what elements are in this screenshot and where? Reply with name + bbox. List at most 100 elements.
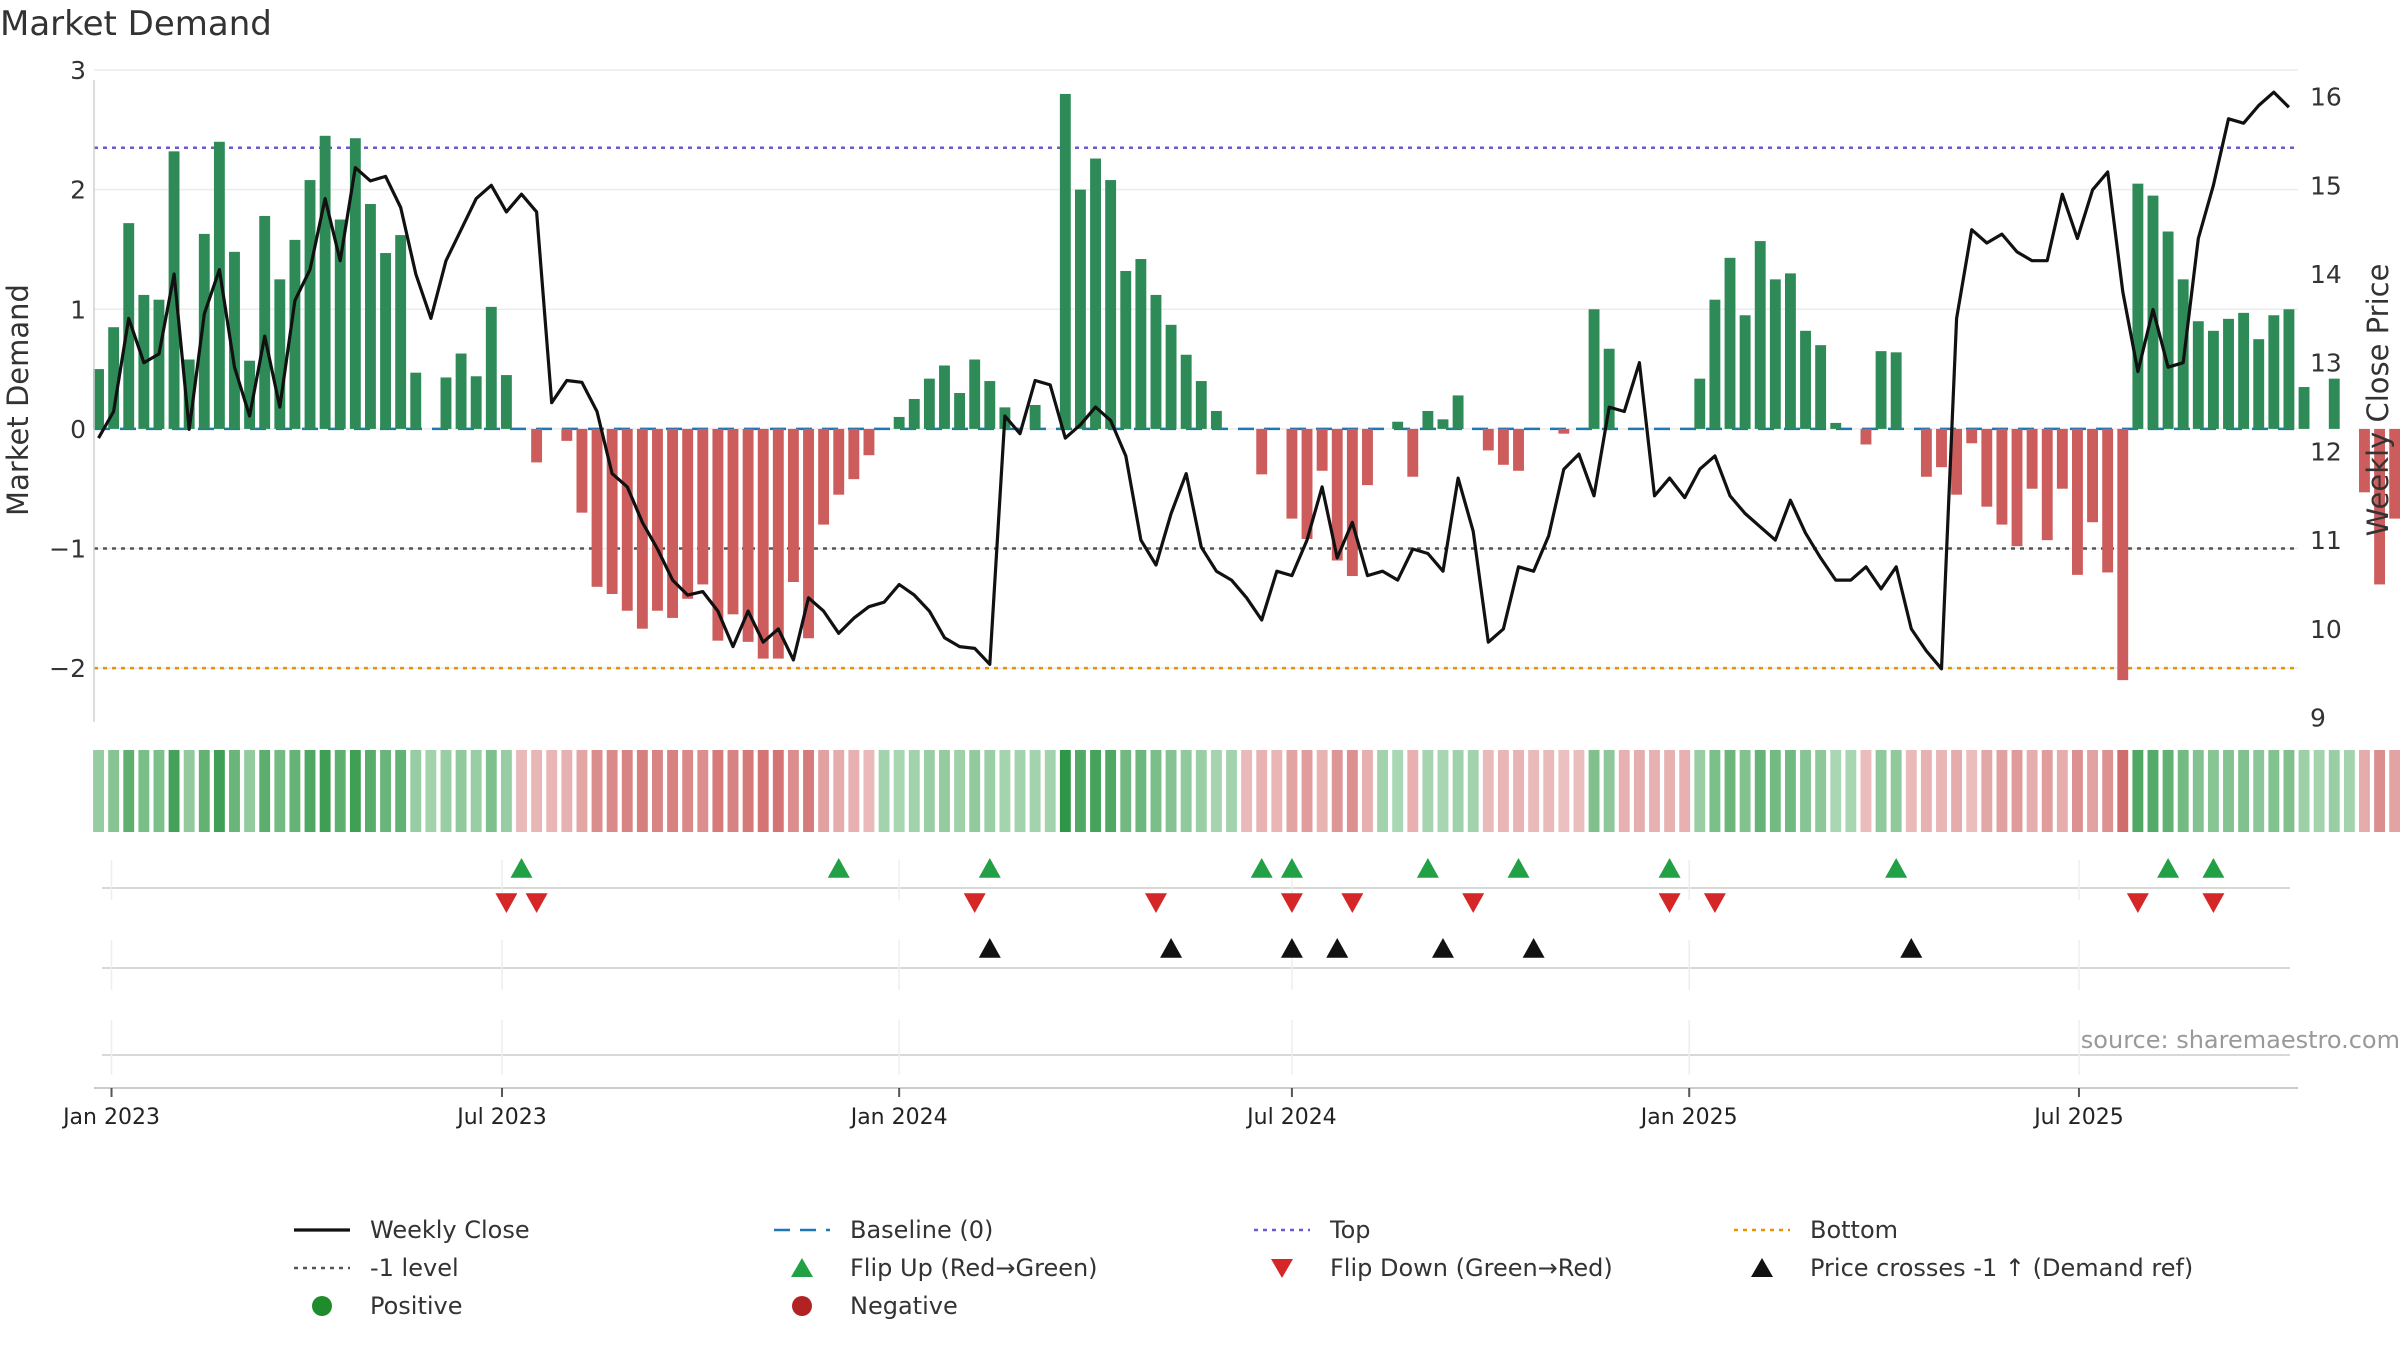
demand-bar	[712, 428, 724, 641]
x-tick-label: Jul 2025	[2032, 1105, 2124, 1130]
price-cross-marker	[1280, 938, 1303, 958]
price-cross-marker	[1160, 938, 1183, 958]
strip-cell	[1195, 750, 1207, 832]
strip-cell	[1331, 750, 1343, 832]
flip-down-marker	[1144, 893, 1167, 913]
strip-cell	[1709, 750, 1721, 832]
strip-cell	[2253, 750, 2265, 832]
strip-cell	[1105, 750, 1117, 832]
demand-bar	[455, 353, 467, 429]
demand-bar	[1709, 299, 1721, 429]
strip-cell	[1754, 750, 1766, 832]
demand-bar	[1074, 189, 1086, 429]
strip-cell	[380, 750, 391, 832]
strip-cell	[1528, 750, 1540, 832]
legend-item: Bottom	[1730, 1212, 1898, 1248]
strip-cell	[1633, 750, 1645, 832]
y2-tick-label: 16	[2310, 83, 2342, 112]
legend-triangle-swatch	[1751, 1258, 1773, 1277]
demand-bar	[1694, 378, 1706, 429]
flip-down-marker	[2202, 893, 2225, 913]
demand-bar	[153, 299, 165, 429]
strip-cell	[1014, 750, 1026, 832]
strip-cell	[697, 750, 709, 832]
flip-up-marker	[1416, 858, 1439, 878]
strip-cell	[1090, 750, 1101, 832]
demand-bar	[1150, 294, 1162, 429]
legend-item: Top	[1250, 1212, 1371, 1248]
y2-tick-label: 12	[2310, 437, 2342, 466]
strip-cell	[2374, 750, 2386, 832]
strip-cell	[2328, 750, 2340, 832]
demand-bar	[1996, 428, 2008, 525]
demand-bar	[213, 141, 225, 429]
flip-down-marker	[2126, 893, 2149, 913]
strip-cell	[546, 750, 558, 832]
demand-bar	[470, 376, 482, 429]
strip-cell	[1936, 750, 1947, 832]
strip-cell	[1150, 750, 1162, 832]
strip-cell	[2102, 750, 2114, 832]
legend-item: Negative	[770, 1288, 958, 1324]
y2-tick-label: 14	[2310, 260, 2342, 289]
y2-tick-label: 9	[2310, 704, 2326, 733]
demand-bar	[1784, 273, 1796, 429]
demand-heat-strip	[93, 750, 2400, 832]
demand-bar	[1603, 348, 1615, 429]
demand-bar	[1301, 428, 1313, 539]
demand-bar	[244, 360, 256, 429]
strip-cell	[229, 750, 240, 832]
strip-cell	[2072, 750, 2083, 832]
strip-cell	[289, 750, 301, 832]
strip-cell	[908, 750, 920, 832]
strip-cell	[1407, 750, 1419, 832]
strip-cell	[1573, 750, 1585, 832]
legend-symbol	[792, 1296, 812, 1316]
strip-cell	[939, 750, 950, 832]
strip-cell	[1558, 750, 1570, 832]
demand-bar	[787, 428, 799, 583]
strip-cell	[2011, 750, 2023, 832]
demand-bar	[1875, 351, 1887, 429]
strip-cell	[1120, 750, 1132, 832]
strip-cell	[304, 750, 316, 832]
y-tick-label: 2	[70, 176, 86, 205]
strip-cell	[259, 750, 271, 832]
flip-down-marker	[525, 893, 548, 913]
strip-cell	[395, 750, 407, 832]
strip-cell	[1362, 750, 1373, 832]
demand-bar	[531, 428, 543, 463]
strip-cell	[2132, 750, 2144, 832]
strip-cell	[2389, 750, 2400, 832]
demand-bar	[1513, 428, 1524, 471]
legend-item: -1 level	[290, 1250, 459, 1286]
demand-bar	[274, 279, 286, 429]
demand-bar	[1739, 315, 1751, 429]
strip-cell	[531, 750, 543, 832]
strip-cell	[1724, 750, 1736, 832]
demand-bar	[1331, 428, 1343, 561]
strip-cell	[606, 750, 618, 832]
strip-cell	[198, 750, 210, 832]
price-cross-marker	[1326, 938, 1349, 958]
legend-symbol	[294, 1228, 350, 1232]
demand-bar	[1029, 404, 1041, 429]
strip-cell	[833, 750, 845, 832]
demand-bar	[1966, 428, 1978, 444]
demand-bar	[1497, 428, 1509, 465]
legend-label: -1 level	[370, 1254, 459, 1282]
demand-bar	[1437, 419, 1449, 429]
strip-cell	[2041, 750, 2053, 832]
demand-bar	[984, 381, 996, 429]
strip-cell	[1951, 750, 1963, 832]
strip-cell	[561, 750, 573, 832]
strip-cell	[576, 750, 588, 832]
demand-bar	[606, 428, 618, 594]
strip-cell	[470, 750, 482, 832]
demand-bar	[2374, 428, 2386, 585]
strip-cell	[1769, 750, 1781, 832]
strip-cell	[93, 750, 104, 832]
demand-bar	[1558, 428, 1570, 434]
strip-cell	[1588, 750, 1600, 832]
